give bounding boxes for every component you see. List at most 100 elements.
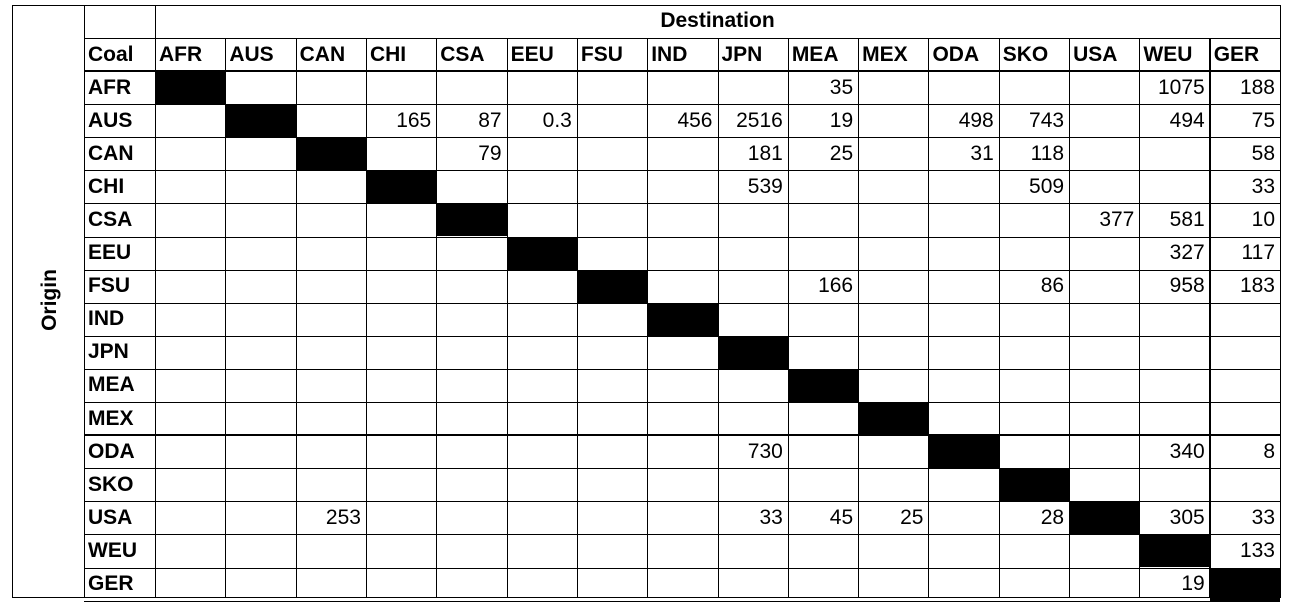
row-header-can: CAN: [88, 141, 134, 165]
table-cell: [1210, 369, 1280, 402]
table-cell: [366, 270, 436, 303]
table-cell: [788, 534, 858, 567]
grid-line: [788, 38, 789, 597]
table-cell: [858, 170, 928, 203]
table-cell: [296, 71, 366, 104]
table-cell: [718, 203, 788, 236]
diagonal-block: [576, 269, 648, 303]
table-cell: [788, 468, 858, 501]
grid-line: [84, 104, 1280, 105]
grid-line: [84, 568, 1280, 569]
table-cell: [718, 568, 788, 601]
table-cell: 8: [1263, 439, 1275, 463]
table-cell: [155, 336, 225, 369]
table-cell: [155, 203, 225, 236]
grid-line: [858, 38, 859, 597]
table-cell: [436, 568, 506, 601]
table-cell: [999, 237, 1069, 270]
table-cell: [858, 435, 928, 468]
table-cell: [436, 71, 506, 104]
grid-line: [225, 38, 226, 597]
table-cell: [577, 71, 647, 104]
table-cell: [436, 402, 506, 435]
table-cell: [225, 435, 295, 468]
table-cell: 33: [1251, 505, 1275, 529]
table-cell: 730: [747, 439, 783, 463]
table-cell: [1069, 369, 1139, 402]
table-cell: [296, 369, 366, 402]
table-cell: [788, 568, 858, 601]
diagonal-block: [998, 468, 1070, 502]
grid-line: [84, 534, 1280, 535]
table-cell: [225, 170, 295, 203]
grid-line: [84, 434, 1280, 436]
table-cell: [296, 435, 366, 468]
grid-line: [84, 501, 1280, 502]
table-cell: [999, 534, 1069, 567]
row-header-chi: CHI: [88, 174, 125, 198]
table-cell: [296, 568, 366, 601]
table-cell: [1069, 336, 1139, 369]
table-cell: [296, 203, 366, 236]
table-cell: [366, 71, 436, 104]
grid-line: [84, 336, 1280, 337]
diagonal-block: [1209, 567, 1280, 601]
diagonal-block: [225, 104, 296, 138]
diagonal-block: [928, 435, 999, 469]
diagonal-block: [1069, 501, 1140, 535]
corner-label: Coal: [88, 42, 134, 66]
table-cell: 1075: [1157, 75, 1205, 99]
table-cell: 539: [747, 174, 783, 198]
table-cell: [788, 237, 858, 270]
table-cell: [155, 468, 225, 501]
table-cell: [296, 170, 366, 203]
grid-line: [718, 38, 719, 597]
table-cell: [436, 435, 506, 468]
table-cell: [1210, 402, 1280, 435]
table-cell: 25: [900, 505, 924, 529]
grid-line: [928, 38, 929, 597]
row-header-jpn: JPN: [88, 340, 129, 364]
table-cell: [366, 534, 436, 567]
row-header-usa: USA: [88, 505, 133, 529]
grid-line: [1280, 38, 1281, 597]
table-cell: [507, 170, 577, 203]
table-cell: [366, 303, 436, 336]
table-cell: 117: [1241, 241, 1275, 265]
table-cell: 165: [396, 108, 432, 132]
table-cell: [647, 468, 717, 501]
column-header-can: CAN: [299, 42, 346, 66]
table-cell: [155, 104, 225, 137]
grid-line: [647, 38, 648, 597]
table-cell: [1210, 468, 1280, 501]
table-cell: [296, 270, 366, 303]
table-cell: 253: [325, 505, 361, 529]
frame-line: [12, 5, 13, 597]
grid-line: [84, 70, 1280, 72]
table-cell: 494: [1169, 108, 1205, 132]
table-cell: 377: [1099, 207, 1135, 231]
table-cell: [155, 237, 225, 270]
table-cell: [858, 468, 928, 501]
table-cell: [788, 303, 858, 336]
table-cell: [577, 369, 647, 402]
table-cell: [1069, 104, 1139, 137]
table-cell: 181: [747, 141, 783, 165]
table-cell: [647, 137, 717, 170]
table-cell: [647, 534, 717, 567]
frame-line: [155, 5, 156, 597]
row-header-afr: AFR: [88, 75, 132, 99]
table-cell: [1139, 402, 1209, 435]
diagonal-block: [155, 71, 226, 105]
column-header-mea: MEA: [791, 42, 839, 66]
grid-line: [84, 270, 1280, 271]
table-cell: [225, 303, 295, 336]
table-cell: 75: [1251, 108, 1275, 132]
table-cell: [507, 435, 577, 468]
table-cell: [647, 369, 717, 402]
table-cell: [225, 369, 295, 402]
table-cell: [225, 336, 295, 369]
table-cell: [928, 303, 998, 336]
table-cell: 33: [759, 505, 783, 529]
table-cell: 28: [1040, 505, 1065, 529]
